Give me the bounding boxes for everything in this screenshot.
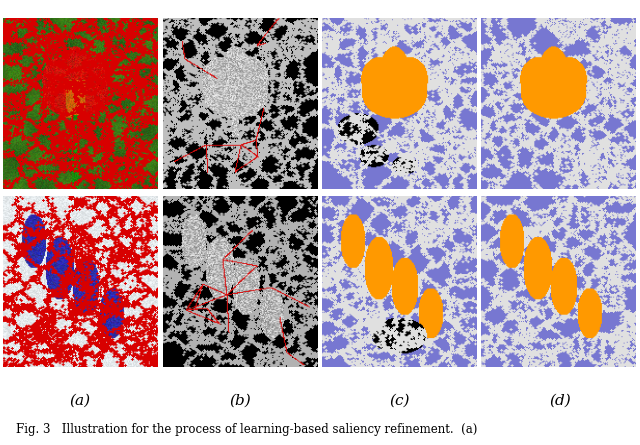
Text: (b): (b) — [229, 393, 251, 408]
Text: (c): (c) — [390, 393, 410, 408]
Text: (d): (d) — [549, 393, 571, 408]
Text: Fig. 3   Illustration for the process of learning-based saliency refinement.  (a: Fig. 3 Illustration for the process of l… — [16, 423, 477, 436]
Text: (a): (a) — [69, 393, 91, 408]
